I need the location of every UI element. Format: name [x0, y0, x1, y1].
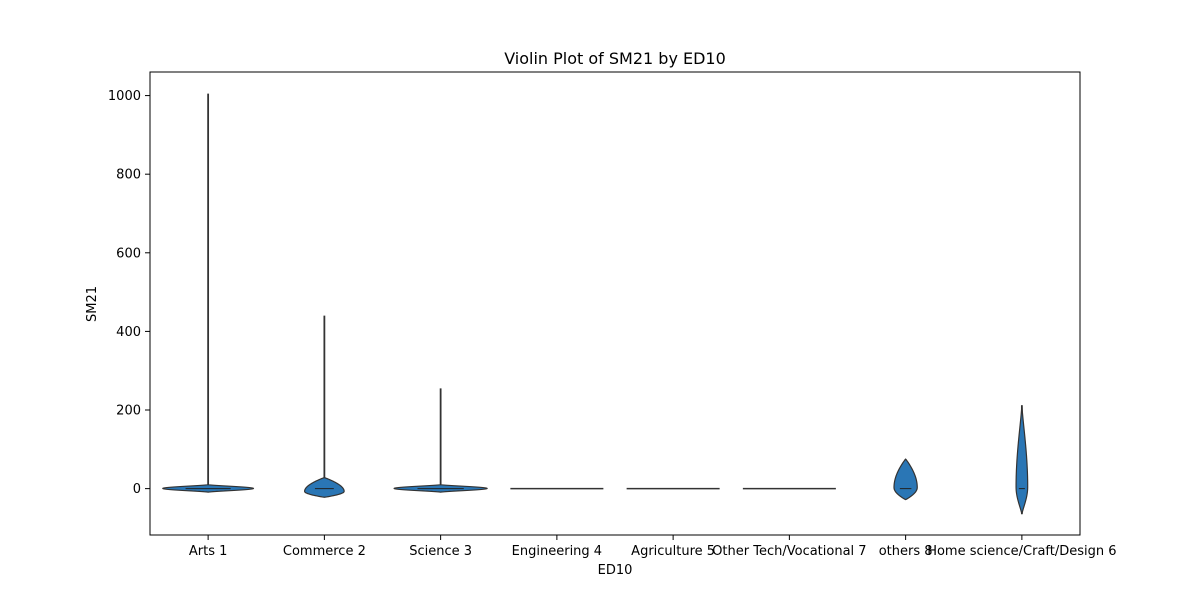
x-tick-label: Engineering 4 — [512, 544, 602, 559]
x-tick-label: others 8 — [879, 544, 933, 559]
violin-body — [304, 476, 345, 498]
y-tick-label: 200 — [116, 404, 141, 419]
y-tick-label: 1000 — [108, 89, 141, 104]
x-tick-label: Commerce 2 — [283, 544, 366, 559]
violins-group — [162, 93, 1029, 515]
x-tick-label: Science 3 — [409, 544, 472, 559]
y-tick-label: 600 — [116, 246, 141, 261]
x-axis-label: ED10 — [598, 563, 633, 578]
x-axis: Arts 1 Commerce 2 Science 3 Engineering 4 Ag… — [189, 535, 1117, 559]
plot-frame — [149, 71, 1081, 536]
chart-title: Violin Plot of SM21 by ED10 — [504, 49, 726, 68]
x-tick-label: Agriculture 5 — [631, 544, 715, 559]
y-axis: 0 200 400 600 800 1000 — [108, 89, 150, 497]
y-axis-label: SM21 — [85, 286, 100, 322]
y-tick-label: 0 — [133, 482, 141, 497]
x-tick-label: Arts 1 — [189, 544, 228, 559]
violin-body — [1015, 405, 1029, 515]
x-tick-label: Home science/Craft/Design 6 — [927, 544, 1116, 559]
violin-body — [893, 458, 918, 501]
x-tick-label: Other Tech/Vocational 7 — [712, 544, 866, 559]
y-tick-label: 400 — [116, 325, 141, 340]
y-tick-label: 800 — [116, 168, 141, 183]
